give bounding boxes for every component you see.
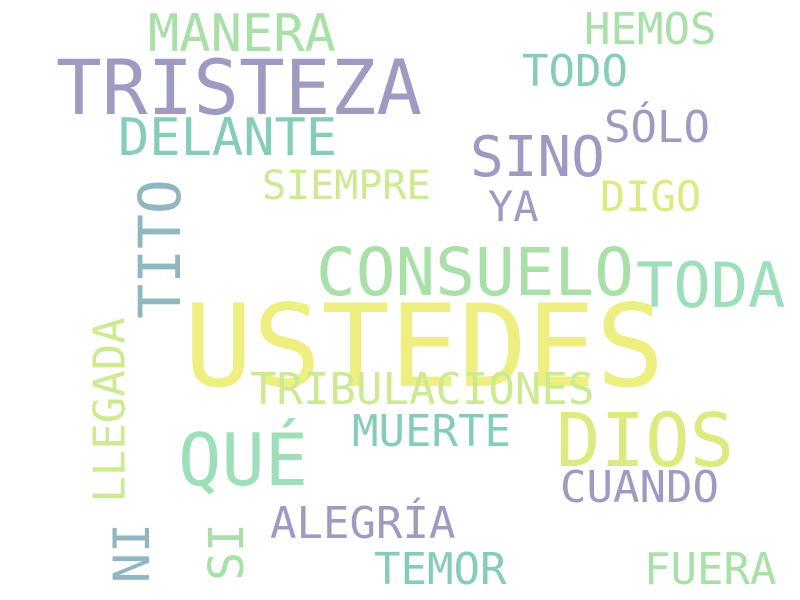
word-tito: TITO [125, 179, 194, 319]
word-ustedes: USTEDES [184, 280, 665, 413]
word-fuera: FUERA [644, 544, 777, 595]
word-sino: SINO [470, 125, 605, 190]
word-ni: NI [103, 522, 162, 584]
word-alegria: ALEGRÍA [270, 498, 456, 549]
word-digo: DIGO [600, 172, 702, 221]
word-ya: YA [488, 182, 539, 231]
word-tristeza: TRISTEZA [56, 43, 423, 132]
word-delante: DELANTE [118, 108, 338, 168]
word-dios: DIOS [556, 398, 735, 484]
word-que: QUÉ [178, 418, 309, 502]
word-toda: TODA [636, 249, 786, 322]
word-siempre: SIEMPRE [262, 163, 431, 209]
word-si: SI [198, 523, 255, 581]
word-hemos: HEMOS [584, 4, 717, 55]
word-consuelo: CONSUELO [316, 234, 634, 311]
word-manera: MANERA [148, 4, 336, 64]
word-tribulaciones: TRIBULACIONES [250, 364, 595, 415]
word-todo: TODO [522, 46, 628, 97]
word-cuando: CUANDO [560, 462, 719, 513]
word-muerte: MUERTE [352, 406, 511, 457]
word-llegada: LLEGADA [84, 317, 136, 503]
word-solo: SÓLO [604, 102, 710, 153]
word-temor: TEMOR [374, 544, 507, 595]
